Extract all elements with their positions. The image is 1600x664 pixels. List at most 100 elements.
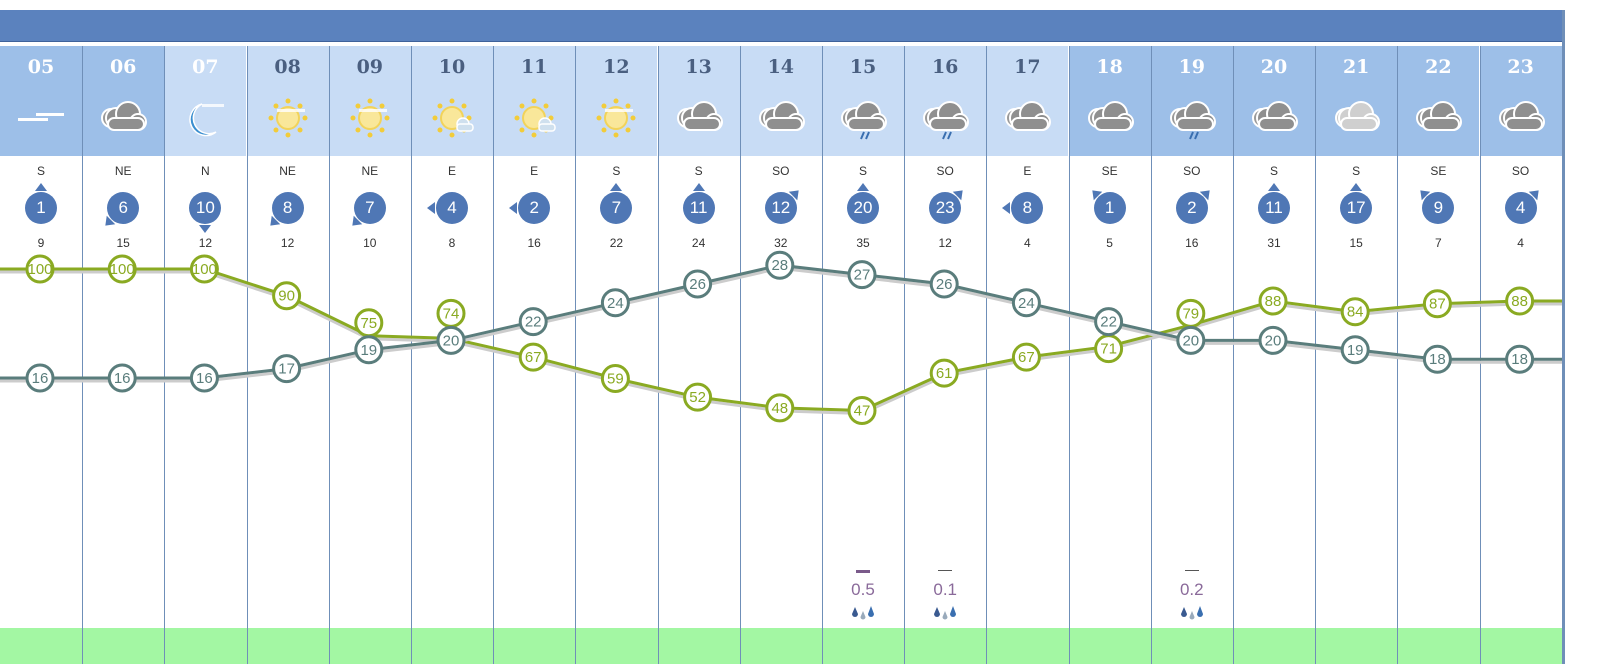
- hour-header: 20: [1233, 46, 1315, 156]
- hour-column: 11 E 2 16: [493, 46, 576, 664]
- hour-label: 09: [356, 56, 384, 78]
- wind-speed: 4: [436, 192, 468, 224]
- wind-speed: 2: [518, 192, 551, 224]
- cloud-rain-icon: [841, 101, 887, 140]
- hour-label: 21: [1342, 56, 1370, 78]
- wind-direction: S: [858, 164, 867, 178]
- cloudy-icon: [1087, 101, 1134, 131]
- wind-gust: 15: [1349, 236, 1363, 250]
- column-divider: [575, 46, 577, 664]
- scrollbar-edge[interactable]: [1562, 10, 1565, 664]
- hour-label: 10: [438, 56, 466, 78]
- wind-direction: S: [612, 164, 621, 178]
- fog-icon: [18, 113, 64, 121]
- cloudy-icon: [676, 101, 723, 131]
- column-divider: [1397, 46, 1399, 664]
- wind-speed: 10: [189, 192, 222, 224]
- column-divider: [1150, 46, 1152, 664]
- hour-header: 22: [1397, 46, 1480, 156]
- wind-gust: 4: [1517, 236, 1524, 250]
- hour-column: 19 SO 2 16 0.2: [1150, 46, 1233, 664]
- column-divider: [493, 46, 495, 664]
- wind-gust: 15: [116, 236, 130, 250]
- wind-gust: 22: [609, 236, 624, 250]
- wind-gust: 7: [1435, 236, 1442, 250]
- hour-column: 14 SO 12 32: [739, 46, 822, 664]
- hour-header: 19: [1150, 46, 1233, 156]
- precip-bar: [856, 570, 870, 573]
- precip-bar: [1184, 570, 1199, 571]
- wind-speed: 23: [929, 192, 962, 224]
- wind-arrow-icon: [600, 183, 632, 224]
- hour-header: 06: [82, 46, 165, 156]
- hour-label: 08: [274, 56, 301, 78]
- sun-haze-icon: [596, 98, 636, 138]
- wind-direction: S: [1352, 164, 1361, 178]
- hour-column: 06 NE 6 15: [82, 46, 165, 664]
- wind-speed: 20: [847, 192, 879, 224]
- column-divider: [328, 46, 330, 664]
- cloudy-icon: [758, 101, 805, 131]
- hour-label: 07: [192, 56, 219, 78]
- wind-direction: NE: [114, 164, 132, 178]
- wind-gust: 12: [198, 236, 213, 250]
- hour-header: 15: [822, 46, 904, 156]
- rain-drops-icon: [852, 606, 874, 620]
- moon-haze-icon: [189, 103, 225, 137]
- column-divider: [986, 46, 988, 664]
- wind-gust: 4: [1024, 236, 1031, 250]
- wind-direction: E: [1023, 164, 1032, 178]
- sun-cloud-icon: [514, 98, 556, 138]
- hour-header: 17: [986, 46, 1069, 156]
- column-divider: [246, 46, 248, 664]
- wind-speed: 9: [1422, 192, 1455, 224]
- wind-direction: SO: [1511, 164, 1530, 178]
- wind-arrow-icon: [683, 183, 715, 224]
- wind-gust: 5: [1106, 236, 1113, 250]
- wind-gust: 9: [37, 236, 45, 250]
- precip-value: 0.2: [1179, 580, 1204, 599]
- hour-label: 19: [1178, 56, 1206, 78]
- cloudy-icon: [1005, 101, 1052, 131]
- hour-header: 23: [1479, 46, 1562, 156]
- wind-direction: NE: [279, 164, 296, 178]
- wind-gust: 16: [1185, 236, 1199, 250]
- wind-direction: SE: [1430, 164, 1447, 178]
- wind-direction: SO: [936, 164, 954, 178]
- cloudy-icon: [1498, 101, 1545, 131]
- wind-direction: S: [694, 164, 703, 178]
- column-divider: [1315, 46, 1317, 664]
- hour-header: 09: [328, 46, 411, 156]
- cloudy-icon: [101, 101, 148, 131]
- wind-direction: E: [447, 164, 456, 178]
- column-divider: [822, 46, 823, 664]
- wind-speed: 11: [682, 192, 715, 224]
- hour-header: 16: [904, 46, 987, 156]
- hour-column: 22 SE 9 7: [1397, 46, 1480, 664]
- wind-direction: SE: [1101, 164, 1118, 178]
- wind-gust: 12: [938, 236, 952, 250]
- hour-label: 15: [849, 56, 877, 78]
- wind-gust: 31: [1267, 236, 1281, 250]
- wind-direction: S: [1269, 164, 1278, 178]
- precip-value: 0.5: [851, 580, 875, 599]
- rain-drops-icon: [934, 606, 957, 620]
- rain-drops-icon: [1180, 606, 1203, 620]
- wind-arrow-icon: [1340, 183, 1372, 224]
- cloud-rain-icon: [1169, 101, 1216, 140]
- hour-header: 13: [657, 46, 740, 156]
- hour-column: 08 NE 8 12: [246, 46, 329, 664]
- hour-header: 08: [246, 46, 329, 156]
- wind-direction: S: [36, 164, 45, 178]
- hour-column: 09 NE 7 10: [328, 46, 411, 664]
- sun-cloud-icon: [432, 98, 474, 138]
- column-divider: [904, 46, 906, 664]
- hour-label: 17: [1014, 56, 1041, 78]
- wind-speed: 1: [25, 192, 57, 224]
- wind-arrow-icon: [25, 183, 57, 224]
- hour-label: 23: [1507, 56, 1534, 78]
- header-bar: [0, 10, 1562, 42]
- hour-column: 23 SO 4 4: [1479, 46, 1562, 664]
- wind-speed: 4: [1504, 192, 1537, 224]
- hour-header: 12: [575, 46, 658, 156]
